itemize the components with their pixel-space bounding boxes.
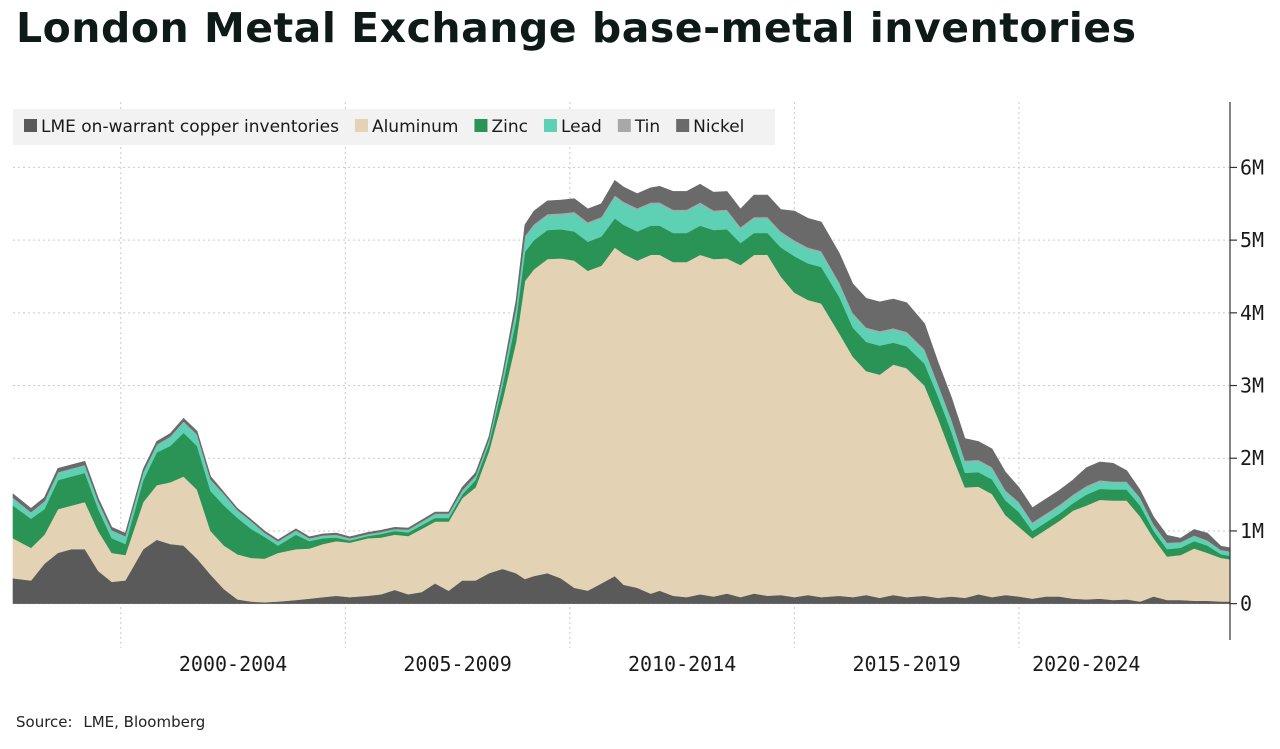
area-aluminum	[12, 246, 1231, 603]
x-tick-label: 2020-2024	[1032, 652, 1140, 676]
legend-swatch-copper	[24, 119, 37, 132]
legend-label-lead: Lead	[561, 117, 602, 137]
y-tick-label: 3M	[1240, 374, 1264, 398]
x-axis-labels: 2000-2004 2005-2009 2010-2014 2015-2019 2020…	[179, 652, 1141, 676]
legend-swatch-nickel	[676, 119, 690, 132]
legend-background	[13, 109, 775, 145]
legend-swatch-lead	[543, 119, 557, 132]
chart-title: London Metal Exchange base-metal invento…	[16, 4, 1137, 52]
x-tick-label: 2005-2009	[403, 652, 511, 676]
y-tick-label: 4M	[1240, 301, 1264, 325]
legend-label-tin: Tin	[634, 117, 660, 137]
legend-swatch-aluminum	[354, 119, 368, 132]
legend-swatch-zinc	[474, 119, 488, 132]
source-note: Source: LME, Bloomberg	[16, 713, 205, 731]
legend: LME on-warrant copper inventories Aluminu…	[13, 109, 775, 145]
area-series	[12, 180, 1231, 604]
y-tick-label: 2M	[1240, 446, 1264, 470]
legend-swatch-tin	[617, 119, 631, 132]
legend-label-copper: LME on-warrant copper inventories	[41, 117, 339, 137]
y-tick-label: 1M	[1240, 519, 1264, 543]
source-text: LME, Bloomberg	[83, 713, 206, 731]
legend-label-nickel: Nickel	[693, 117, 744, 137]
x-tick-label: 2015-2019	[852, 652, 960, 676]
legend-label-aluminum: Aluminum	[372, 117, 459, 137]
x-tick-label: 2010-2014	[628, 652, 736, 676]
y-tick-label: 5M	[1240, 228, 1264, 252]
x-tick-label: 2000-2004	[179, 652, 287, 676]
y-tick-label: 0	[1240, 592, 1252, 616]
legend-label-zinc: Zinc	[491, 117, 528, 137]
y-axis: 6M 5M 4M 3M 2M 1M 0	[1229, 102, 1264, 640]
source-label: Source:	[16, 713, 73, 731]
y-tick-label: 6M	[1240, 155, 1264, 179]
